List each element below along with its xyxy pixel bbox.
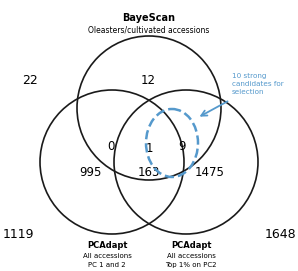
Text: BayeScan: BayeScan bbox=[122, 13, 176, 23]
Text: Top 1% on PC2: Top 1% on PC2 bbox=[165, 262, 217, 268]
Text: 1: 1 bbox=[145, 141, 153, 154]
Text: 1648: 1648 bbox=[264, 228, 296, 241]
Text: 9: 9 bbox=[178, 140, 186, 153]
Text: 22: 22 bbox=[22, 73, 38, 86]
Text: Oleasters/cultivated accessions: Oleasters/cultivated accessions bbox=[88, 25, 210, 34]
Text: 163: 163 bbox=[138, 166, 160, 179]
Text: PCAdapt: PCAdapt bbox=[171, 241, 211, 250]
Text: All accessions: All accessions bbox=[83, 253, 131, 259]
Text: 1119: 1119 bbox=[2, 228, 34, 241]
Text: PC 1 and 2: PC 1 and 2 bbox=[88, 262, 126, 268]
Text: 10 strong
candidates for
selection: 10 strong candidates for selection bbox=[232, 73, 284, 95]
Text: PCAdapt: PCAdapt bbox=[87, 241, 127, 250]
Text: 12: 12 bbox=[140, 73, 156, 86]
Text: All accessions: All accessions bbox=[167, 253, 215, 259]
Text: 0: 0 bbox=[107, 140, 115, 153]
Text: 995: 995 bbox=[79, 166, 101, 179]
Text: 1475: 1475 bbox=[195, 166, 225, 179]
